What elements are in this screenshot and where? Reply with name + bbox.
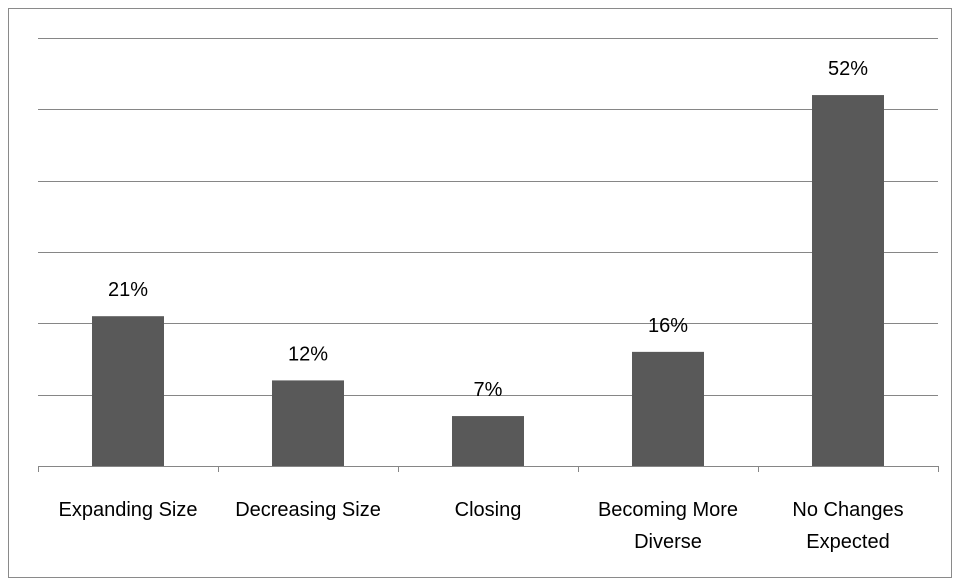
bar	[92, 316, 164, 466]
chart-frame	[8, 8, 952, 578]
category-labels: Expanding Size Decreasing Size Closing Beco…	[59, 499, 904, 553]
category-label-line: Diverse	[634, 531, 702, 553]
category-label: No Changes Expected	[792, 499, 903, 553]
category-label-line: No Changes	[792, 499, 903, 521]
category-label-line: Expanding Size	[59, 499, 198, 521]
category-label: Decreasing Size	[235, 499, 381, 521]
bar	[272, 380, 344, 466]
category-label-line: Expected	[806, 531, 889, 553]
data-label: 12%	[288, 343, 328, 365]
data-label: 16%	[648, 315, 688, 337]
bar	[452, 416, 524, 466]
bars	[92, 95, 884, 467]
bar	[632, 351, 704, 466]
gridlines	[38, 38, 938, 396]
category-label: Becoming More Diverse	[598, 499, 738, 553]
category-label-line: Closing	[455, 499, 522, 521]
x-axis	[38, 466, 939, 472]
data-label: 21%	[108, 279, 148, 301]
category-label: Closing	[455, 499, 522, 521]
category-label-line: Decreasing Size	[235, 499, 381, 521]
category-label-line: Becoming More	[598, 499, 738, 521]
category-label: Expanding Size	[59, 499, 198, 521]
data-label: 7%	[474, 379, 503, 401]
data-label: 52%	[828, 58, 868, 80]
bar	[812, 95, 884, 467]
data-labels: 21% 12% 7% 16% 52%	[108, 58, 868, 401]
